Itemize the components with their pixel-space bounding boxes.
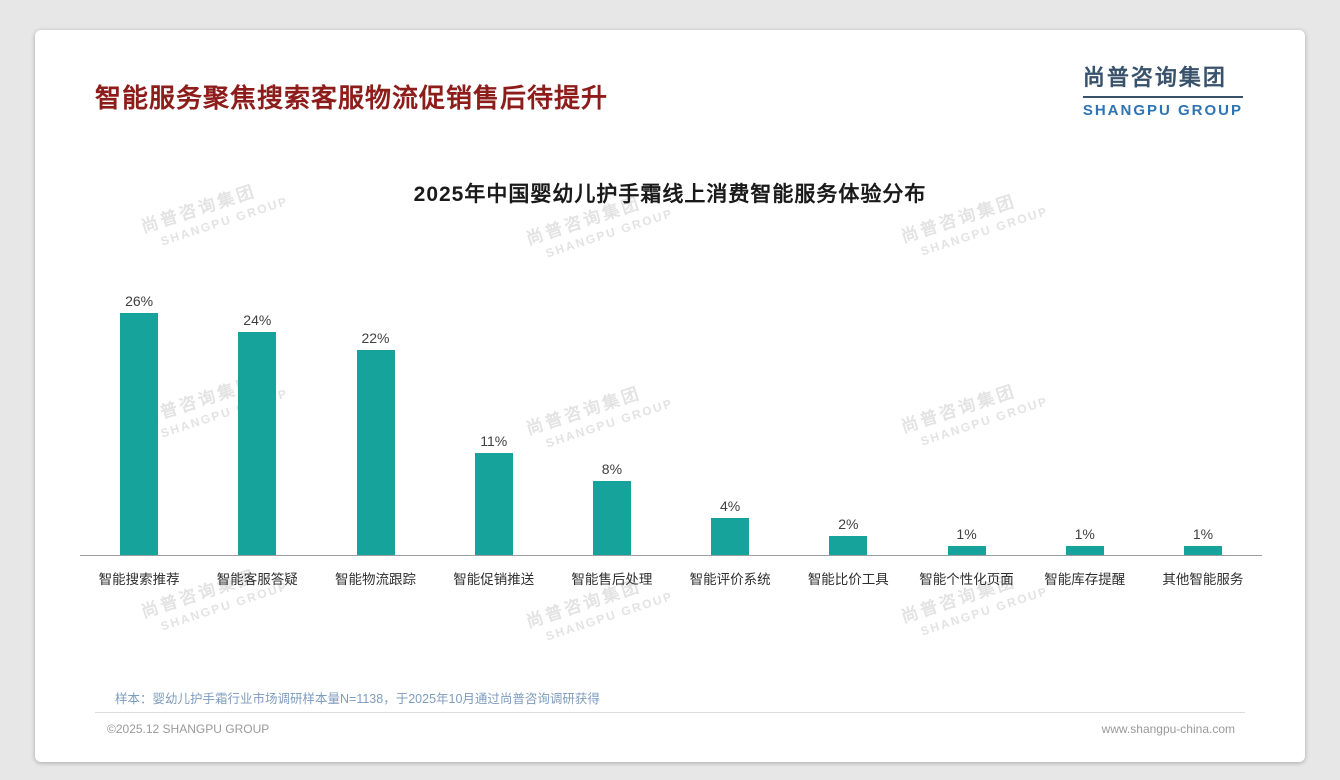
copyright-text: ©2025.12 SHANGPU GROUP — [107, 722, 270, 736]
bar-value-label: 11% — [480, 433, 508, 449]
bar-value-label: 8% — [601, 461, 623, 477]
logo-text-cn: 尚普咨询集团 — [1082, 60, 1243, 98]
bar — [474, 453, 513, 555]
bar-column: 2% — [789, 286, 907, 555]
bar-column: 24% — [198, 286, 316, 555]
category-label: 智能售后处理 — [571, 572, 653, 587]
bar-column: 26% — [80, 286, 198, 555]
bar — [947, 546, 986, 555]
bar-chart-plot-area: 26% 24% 22% 11% 8% 4% 2% 1% 1% 1% — [80, 286, 1262, 556]
category-label: 智能评价系统 — [689, 572, 771, 587]
footer: ©2025.12 SHANGPU GROUP www.shangpu-china… — [107, 722, 1235, 736]
bar-value-label: 1% — [1192, 526, 1214, 542]
bar-value-label: 1% — [1074, 526, 1095, 542]
bar — [356, 350, 395, 555]
watermark-text-en: SHANGPU GROUP — [543, 588, 676, 644]
bar-column: 4% — [671, 286, 789, 555]
company-logo: 尚普咨询集团 SHANGPU GROUP — [1082, 60, 1243, 119]
category-label: 智能搜索推荐 — [98, 572, 180, 587]
website-text: www.shangpu-china.com — [1101, 722, 1235, 736]
bar-value-label: 24% — [243, 312, 272, 328]
watermark-text-en: SHANGPU GROUP — [918, 583, 1051, 639]
bar-value-label: 1% — [956, 526, 977, 542]
bar-column: 11% — [435, 286, 553, 555]
bar-column: 1% — [1026, 286, 1144, 555]
bar-value-label: 2% — [838, 516, 859, 532]
bar — [592, 481, 631, 555]
watermark-text-en: SHANGPU GROUP — [543, 205, 676, 261]
watermark: 尚普咨询集团 SHANGPU GROUP — [137, 553, 290, 638]
bar-column: 1% — [907, 286, 1025, 555]
category-label: 智能促销推送 — [453, 572, 535, 587]
category-label: 其他智能服务 — [1162, 572, 1244, 587]
sample-note: 样本：婴幼儿护手霜行业市场调研样本量N=1138，于2025年10月通过尚普咨询… — [115, 692, 600, 706]
bar — [1183, 546, 1222, 555]
category-label: 智能物流跟踪 — [335, 572, 416, 587]
bar-chart-category-axis: 智能搜索推荐 智能客服答疑 智能物流跟踪 智能促销推送 智能售后处理 智能评价系统 智能比价… — [80, 568, 1262, 588]
watermark-text-en: SHANGPU GROUP — [918, 203, 1051, 259]
bar — [238, 332, 277, 555]
bar-column: 1% — [1144, 286, 1262, 555]
logo-text-en: SHANGPU GROUP — [1082, 102, 1243, 119]
category-label: 智能个性化页面 — [919, 572, 1014, 587]
category-label: 智能比价工具 — [807, 572, 889, 587]
category-label: 智能库存提醒 — [1044, 572, 1126, 587]
bar — [120, 313, 159, 555]
bar-value-label: 26% — [125, 293, 154, 309]
bar — [1065, 546, 1104, 555]
bar-column: 22% — [316, 286, 434, 555]
bar-value-label: 4% — [720, 498, 741, 514]
bar-value-label: 22% — [361, 330, 390, 346]
slide-card: 尚普咨询集团 SHANGPU GROUP 尚普咨询集团 SHANGPU GROUP 尚普… — [35, 30, 1305, 762]
bar — [829, 536, 868, 555]
bar — [711, 518, 750, 555]
category-label: 智能客服答疑 — [216, 572, 298, 587]
footer-divider — [95, 712, 1245, 713]
chart-title: 2025年中国婴幼儿护手霜线上消费智能服务体验分布 — [413, 183, 927, 206]
page-title: 智能服务聚焦搜索客服物流促销售后待提升 — [95, 83, 609, 113]
bar-column: 8% — [553, 286, 671, 555]
